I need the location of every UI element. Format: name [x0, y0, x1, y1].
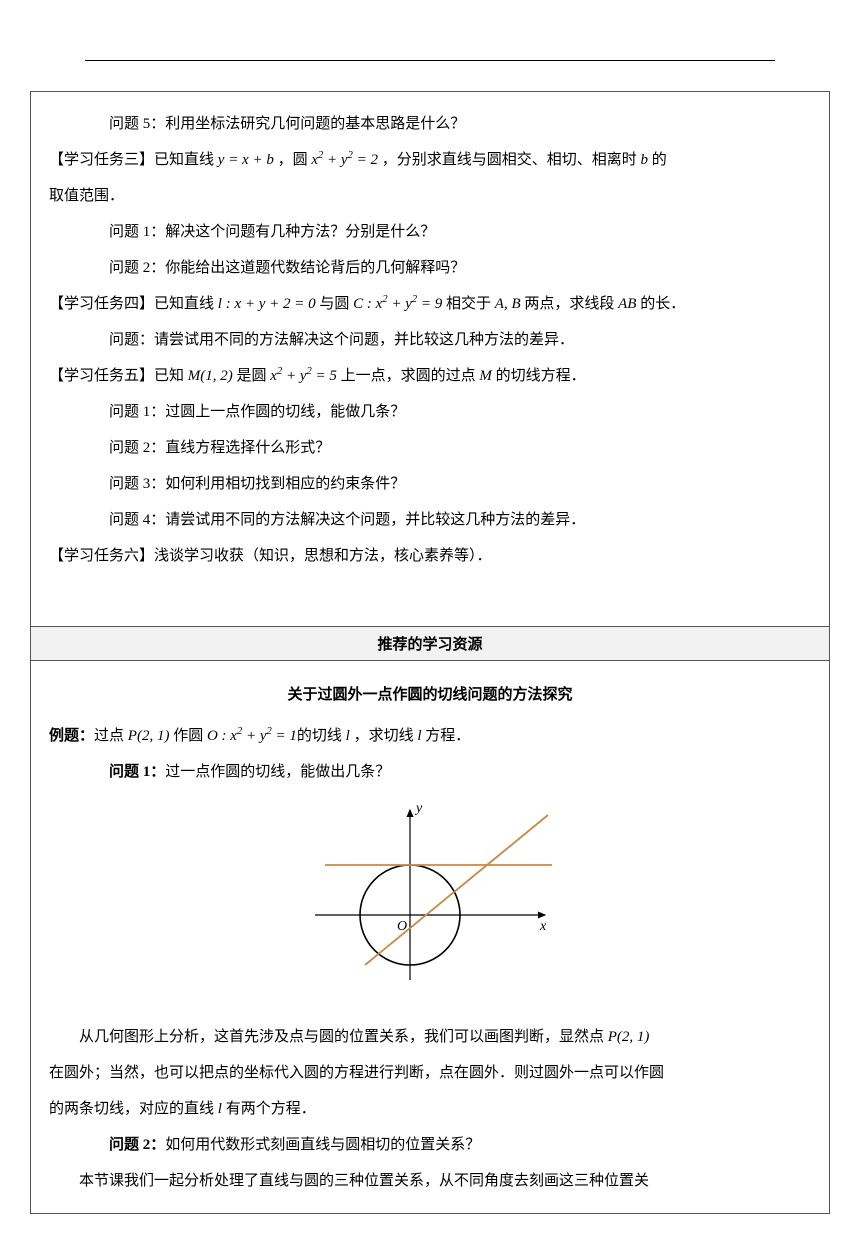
tangent-svg: y x O — [300, 800, 560, 990]
last-line: 本节课我们一起分析处理了直线与圆的三种位置关系，从不同角度去刻画这三种位置关 — [49, 1163, 811, 1199]
tangent-figure: y x O — [49, 800, 811, 995]
ex-q1-label: 问题 1： — [109, 764, 165, 780]
t3-eq-line: y = x + b — [218, 152, 274, 168]
t5-ptM: M — [479, 368, 492, 384]
t3-c: ，分别求直线与圆相交、相切、相离时 — [378, 152, 641, 168]
y-label: y — [414, 801, 423, 816]
t5-c: 上一点，求圆的过点 — [337, 368, 480, 384]
ex-q2-text: 如何用代数形式刻画直线与圆相切的位置关系？ — [165, 1137, 480, 1153]
task3-label: 【学习任务三】 — [49, 152, 154, 168]
t4-c: 相交于 — [442, 296, 495, 312]
task5-q1: 问题 1：过圆上一点作圆的切线，能做几条？ — [49, 394, 811, 430]
ex-d: ，求切线 — [350, 728, 418, 744]
t5-a: 已知 — [154, 368, 188, 384]
task-6: 【学习任务六】浅谈学习收获（知识，思想和方法，核心素养等）． — [49, 538, 811, 574]
ex-pt: P(2, 1) — [128, 728, 170, 744]
ex-q1-text: 过一点作圆的切线，能做出几条？ — [165, 764, 390, 780]
t4-d: 两点，求线段 — [521, 296, 619, 312]
t5-b: 是圆 — [233, 368, 271, 384]
para3: 的两条切线，对应的直线 l 有两个方程． — [49, 1091, 811, 1127]
ex-c: 的切线 — [297, 728, 346, 744]
t4-eq-line: l : x + y + 2 = 0 — [218, 296, 316, 312]
example-label: 例题： — [49, 728, 94, 744]
resources-header: 推荐的学习资源 — [31, 626, 829, 661]
example-q2: 问题 2：如何用代数形式刻画直线与圆相切的位置关系？ — [49, 1127, 811, 1163]
page-header-rule — [85, 60, 775, 61]
t5-pt: M(1, 2) — [188, 368, 233, 384]
t5-eq-circle: x2 + y2 = 5 — [270, 368, 337, 384]
t3-eq-circle: x2 + y2 = 2 — [311, 152, 378, 168]
task6-text: 浅谈学习收获（知识，思想和方法，核心素养等）． — [154, 548, 492, 564]
task-3: 【学习任务三】已知直线 y = x + b ，圆 x2 + y2 = 2 ，分别… — [49, 142, 811, 178]
t4-a: 已知直线 — [154, 296, 218, 312]
t4-b: 与圆 — [316, 296, 354, 312]
task3-q1: 问题 1：解决这个问题有几种方法？分别是什么？ — [49, 214, 811, 250]
t3-a: 已知直线 — [154, 152, 218, 168]
t3-d: 的 — [648, 152, 667, 168]
task3-tail: 取值范围． — [49, 178, 811, 214]
main-content-box: 问题 5：利用坐标法研究几何问题的基本思路是什么？ 【学习任务三】已知直线 y … — [30, 91, 830, 1214]
example-q1: 问题 1：过一点作圆的切线，能做出几条？ — [49, 754, 811, 790]
ex-a: 过点 — [94, 728, 128, 744]
O-label: O — [397, 919, 407, 934]
task5-label: 【学习任务五】 — [49, 368, 154, 384]
task5-q2: 问题 2：直线方程选择什么形式？ — [49, 430, 811, 466]
task4-q: 问题：请尝试用不同的方法解决这个问题，并比较这几种方法的差异． — [49, 322, 811, 358]
question-5: 问题 5：利用坐标法研究几何问题的基本思路是什么？ — [49, 106, 811, 142]
para1: 从几何图形上分析，这首先涉及点与圆的位置关系，我们可以画图判断，显然点 P(2,… — [49, 1019, 811, 1055]
para3-a: 的两条切线，对应的直线 — [49, 1101, 218, 1117]
ex-b: 作圆 — [169, 728, 207, 744]
task4-label: 【学习任务四】 — [49, 296, 154, 312]
example: 例题：过点 P(2, 1) 作圆 O : x2 + y2 = 1的切线 l ，求… — [49, 718, 811, 754]
task5-q4: 问题 4：请尝试用不同的方法解决这个问题，并比较这几种方法的差异． — [49, 502, 811, 538]
t3-var-b: b — [640, 152, 648, 168]
para2: 在圆外；当然，也可以把点的坐标代入圆的方程进行判断，点在圆外．则过圆外一点可以作… — [49, 1055, 811, 1091]
task6-label: 【学习任务六】 — [49, 548, 154, 564]
para1-a: 从几何图形上分析，这首先涉及点与圆的位置关系，我们可以画图判断，显然点 — [79, 1029, 608, 1045]
tangent-slanted — [365, 815, 548, 965]
t4-e: 的长． — [636, 296, 685, 312]
t4-seg: AB — [618, 296, 636, 312]
ex-q2-label: 问题 2： — [109, 1137, 165, 1153]
task-4: 【学习任务四】已知直线 l : x + y + 2 = 0 与圆 C : x2 … — [49, 286, 811, 322]
ex-eq: O : x2 + y2 = 1 — [207, 728, 297, 744]
para1-pt: P(2, 1) — [608, 1029, 650, 1045]
t5-d: 的切线方程． — [492, 368, 586, 384]
ex-e: 方程． — [422, 728, 471, 744]
t3-b: ，圆 — [274, 152, 312, 168]
t4-eq-circle: C : x2 + y2 = 9 — [353, 296, 442, 312]
resources-title: 关于过圆外一点作圆的切线问题的方法探究 — [49, 679, 811, 712]
x-label: x — [539, 919, 547, 934]
task-5: 【学习任务五】已知 M(1, 2) 是圆 x2 + y2 = 5 上一点，求圆的… — [49, 358, 811, 394]
t4-pts: A, B — [495, 296, 521, 312]
task3-q2: 问题 2：你能给出这道题代数结论背后的几何解释吗？ — [49, 250, 811, 286]
task5-q3: 问题 3：如何利用相切找到相应的约束条件？ — [49, 466, 811, 502]
para3-b: 有两个方程． — [222, 1101, 316, 1117]
